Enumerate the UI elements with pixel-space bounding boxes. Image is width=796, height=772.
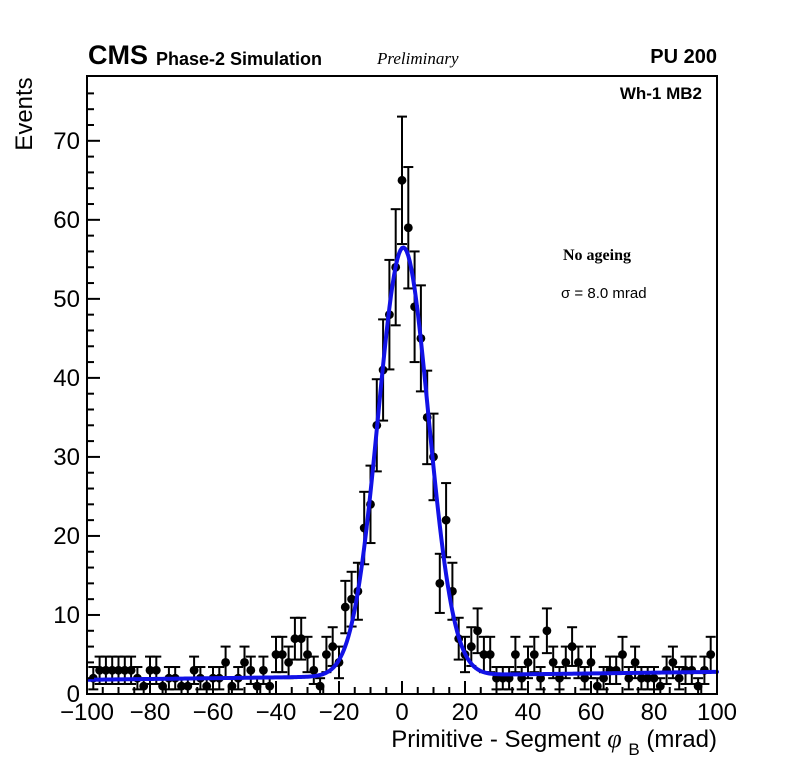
- x-tick-label: 80: [641, 699, 668, 726]
- data-marker: [485, 650, 495, 659]
- x-axis-ticks: [86, 681, 718, 694]
- cms-logo-text: CMS: [88, 40, 148, 70]
- data-marker: [435, 578, 445, 588]
- x-tick-label: 100: [697, 699, 737, 726]
- data-marker: [466, 642, 476, 651]
- data-marker: [240, 657, 249, 667]
- sigma-value-label: σ = 8.0 mrad: [561, 285, 647, 302]
- y-tick-label: 40: [53, 365, 80, 392]
- data-marker: [189, 665, 199, 675]
- pileup-label: PU 200: [650, 46, 717, 68]
- data-marker: [580, 673, 590, 683]
- data-marker: [599, 673, 608, 683]
- data-marker: [221, 657, 231, 667]
- data-marker: [574, 657, 583, 667]
- data-marker: [674, 673, 684, 683]
- data-marker: [259, 665, 268, 675]
- data-marker: [322, 650, 331, 659]
- data-marker: [630, 657, 640, 667]
- phi-symbol: φ: [607, 724, 621, 753]
- x-tick-label: −60: [193, 699, 234, 726]
- data-marker: [586, 657, 596, 667]
- y-axis-tick-labels: 0 10 20 30 40 50 60 70: [53, 128, 80, 708]
- data-marker: [637, 673, 646, 683]
- data-marker: [271, 650, 281, 659]
- y-tick-label: 70: [53, 128, 80, 155]
- x-tick-label: −80: [130, 699, 171, 726]
- data-marker: [120, 665, 130, 675]
- data-marker: [290, 634, 300, 644]
- y-tick-label: 30: [53, 444, 80, 471]
- x-axis-title-suffix: (mrad): [646, 726, 717, 753]
- data-marker: [567, 642, 577, 651]
- y-tick-label: 10: [53, 602, 80, 629]
- data-marker: [95, 665, 104, 675]
- ageing-scenario-label: No ageing: [563, 247, 631, 264]
- y-tick-label: 50: [53, 286, 80, 313]
- data-marker: [340, 602, 350, 612]
- data-marker: [592, 681, 602, 691]
- data-marker: [296, 634, 306, 644]
- data-marker: [479, 650, 489, 659]
- data-marker: [101, 665, 111, 675]
- data-marker: [706, 650, 716, 659]
- fit-curve: [86, 245, 719, 682]
- data-marker: [649, 673, 659, 683]
- data-marker: [523, 657, 533, 667]
- data-marker: [246, 665, 256, 675]
- data-marker: [624, 673, 634, 683]
- data-points: [88, 115, 716, 694]
- x-axis-tick-labels: −100 −80 −60 −40 −20 0 20 40 60 80 100: [60, 699, 737, 726]
- data-marker: [618, 650, 627, 659]
- x-tick-label: 20: [452, 699, 479, 726]
- y-tick-label: 60: [53, 207, 80, 234]
- data-marker: [668, 657, 678, 667]
- data-marker: [441, 515, 451, 525]
- data-marker: [328, 642, 338, 651]
- x-tick-label: 0: [395, 699, 408, 726]
- phase2-simulation-label: Phase-2 Simulation: [156, 49, 323, 69]
- x-tick-label: 40: [515, 699, 542, 726]
- data-marker: [529, 650, 539, 659]
- data-marker: [403, 223, 413, 233]
- x-axis-title: Primitive - Segment φ B (mrad): [391, 724, 717, 761]
- data-marker: [347, 594, 356, 604]
- data-marker: [643, 673, 653, 683]
- x-axis-title-prefix: Primitive - Segment: [391, 726, 607, 753]
- wheel-station-tag: Wh-1 MB2: [619, 84, 702, 103]
- data-marker: [542, 626, 552, 636]
- data-marker: [309, 665, 319, 675]
- preliminary-label: Preliminary: [377, 49, 459, 68]
- data-marker: [107, 665, 117, 675]
- data-marker: [561, 657, 571, 667]
- data-marker: [114, 665, 123, 675]
- data-marker: [277, 650, 287, 659]
- data-marker: [473, 626, 482, 636]
- x-tick-label: −20: [319, 699, 360, 726]
- y-tick-label: 20: [53, 523, 80, 550]
- y-tick-label: 0: [67, 681, 80, 708]
- data-marker: [202, 681, 212, 691]
- x-tick-label: 60: [578, 699, 605, 726]
- data-marker: [126, 665, 136, 675]
- gaussian-fit-line: [86, 245, 719, 682]
- data-marker: [397, 175, 407, 185]
- data-marker: [177, 681, 186, 691]
- data-marker: [555, 673, 564, 683]
- data-marker: [151, 665, 161, 675]
- y-axis-title: Events: [11, 77, 38, 150]
- data-marker: [265, 681, 275, 691]
- x-tick-label: −40: [256, 699, 297, 726]
- data-marker: [145, 665, 155, 675]
- x-tick-label: −100: [60, 699, 114, 726]
- data-marker: [548, 657, 558, 667]
- phi-subscript: B: [628, 740, 639, 759]
- y-axis-ticks: [87, 92, 100, 695]
- data-marker: [511, 650, 520, 659]
